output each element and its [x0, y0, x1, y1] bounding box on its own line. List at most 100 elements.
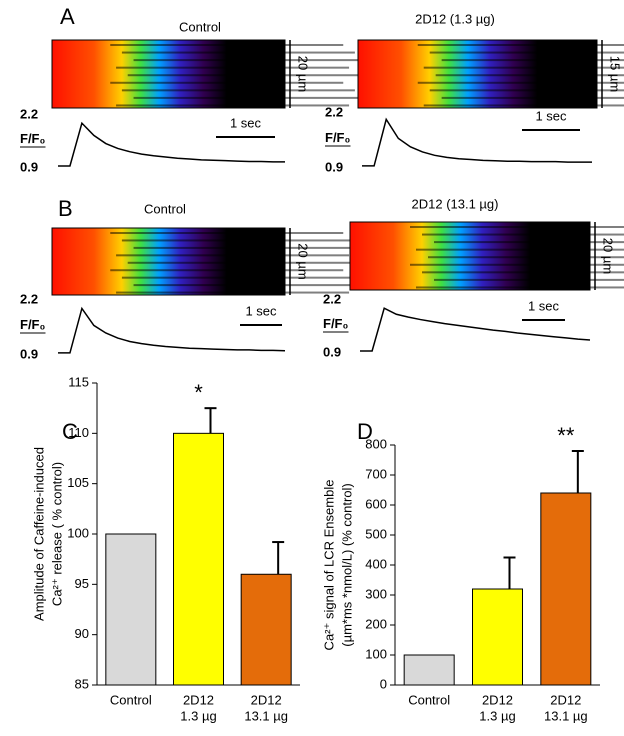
- image-streak: [127, 74, 361, 77]
- y-tick-label: 700: [365, 466, 387, 481]
- image-edge: [357, 39, 598, 109]
- trace: [58, 121, 285, 167]
- image-streak: [127, 261, 361, 264]
- image-edge: [51, 39, 286, 109]
- panel-label: D: [357, 419, 373, 444]
- y-tick-label: 110: [68, 425, 89, 440]
- image-edge: [51, 227, 286, 296]
- panel-title: 2D12 (13.1 µg): [412, 196, 499, 211]
- y-tick-label: 0.9: [20, 346, 38, 361]
- bar: [403, 654, 455, 686]
- image-streak: [133, 96, 367, 99]
- y-axis-label: Amplitude of Caffeine-induced: [31, 447, 46, 621]
- y-tick-label: 200: [365, 616, 387, 631]
- panel-label: B: [58, 196, 73, 221]
- y-tick-label: 0.9: [325, 159, 343, 174]
- y-tick-label: 800: [365, 436, 387, 451]
- image-streak: [441, 59, 624, 62]
- x-tick-label: 2D12: [550, 692, 581, 707]
- trace: [360, 307, 591, 352]
- image-streak: [410, 263, 624, 266]
- image-streak: [434, 278, 624, 281]
- y-tick-label: 100: [365, 646, 387, 661]
- x-tick-label: Control: [408, 692, 450, 707]
- image-streak: [441, 96, 624, 99]
- image-streak: [121, 239, 355, 242]
- scale-label: 20 µm: [296, 56, 311, 92]
- y-axis-label: Ca²⁺ release ( % control): [49, 462, 64, 606]
- x-tick-label: 2D12: [183, 692, 214, 707]
- y-label: F/F₀: [323, 316, 348, 331]
- image-streak: [416, 286, 624, 289]
- y-tick-label: 2.2: [20, 106, 38, 121]
- panel-label: A: [60, 4, 75, 29]
- scale-label: 15 µm: [608, 56, 623, 92]
- time-scale-label: 1 sec: [245, 303, 277, 318]
- y-tick-label: 2.2: [323, 291, 341, 306]
- image-streak: [110, 269, 344, 272]
- trace: [58, 306, 286, 354]
- scale-label: 20 µm: [601, 238, 616, 274]
- bar: [472, 588, 523, 686]
- image-streak: [110, 44, 344, 46]
- image-streak: [121, 89, 355, 92]
- x-tick-label: 13.1 µg: [544, 708, 588, 723]
- x-tick-label: 1.3 µg: [479, 708, 515, 723]
- bar: [173, 432, 224, 686]
- image-streak: [133, 246, 367, 249]
- y-tick-label: 0.9: [323, 344, 341, 359]
- image-streak: [116, 254, 350, 257]
- y-tick-label: 0: [380, 676, 387, 691]
- y-tick-label: 105: [67, 475, 89, 490]
- line-scan-image: [52, 40, 285, 108]
- image-streak: [416, 248, 624, 251]
- image-streak: [116, 104, 350, 107]
- time-scale-label: 1 sec: [535, 108, 567, 123]
- image-streak: [423, 66, 624, 69]
- panel-title: Control: [144, 201, 186, 216]
- y-label: F/F₀: [325, 130, 350, 145]
- image-streak: [116, 66, 350, 69]
- image-streak: [133, 284, 367, 287]
- y-tick-label: 0.9: [20, 159, 38, 174]
- image-streak: [429, 51, 624, 54]
- significance: *: [194, 380, 203, 405]
- image-streak: [133, 59, 367, 62]
- scale-label: 20 µm: [296, 243, 311, 279]
- image-streak: [110, 81, 344, 84]
- image-streak: [422, 271, 624, 274]
- y-tick-label: 2.2: [325, 104, 343, 119]
- x-tick-label: 2D12: [482, 692, 513, 707]
- y-tick-label: 400: [365, 556, 387, 571]
- image-streak: [423, 104, 624, 107]
- bar: [540, 492, 592, 686]
- image-edge: [349, 221, 591, 291]
- image-streak: [110, 232, 344, 234]
- y-label: F/F₀: [20, 131, 45, 146]
- y-tick-label: 300: [365, 586, 387, 601]
- significance: **: [557, 423, 575, 448]
- image-streak: [429, 89, 624, 92]
- image-streak: [422, 233, 624, 236]
- y-tick-label: 100: [67, 525, 89, 540]
- image-streak: [116, 291, 350, 294]
- time-scale-label: 1 sec: [528, 298, 560, 313]
- image-streak: [417, 81, 624, 84]
- y-tick-label: 500: [365, 526, 387, 541]
- image-streak: [435, 74, 624, 77]
- x-tick-label: Control: [110, 692, 152, 707]
- bar: [105, 533, 157, 686]
- trace: [362, 117, 592, 167]
- y-axis-label: (µm*ms *nmol/L) (% control): [339, 483, 354, 647]
- y-tick-label: 2.2: [20, 291, 38, 306]
- y-tick-label: 600: [365, 496, 387, 511]
- x-tick-label: 1.3 µg: [180, 708, 216, 723]
- x-tick-label: 2D12: [251, 692, 282, 707]
- bar: [240, 573, 292, 686]
- image-streak: [417, 44, 624, 46]
- y-tick-label: 95: [75, 576, 89, 591]
- y-tick-label: 85: [75, 676, 89, 691]
- line-scan-image: [350, 222, 590, 290]
- y-tick-label: 90: [75, 626, 89, 641]
